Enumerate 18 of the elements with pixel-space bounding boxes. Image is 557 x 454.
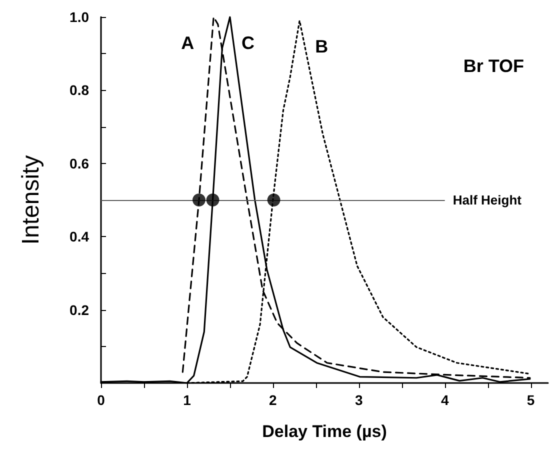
y-tick-label: 0.6: [70, 155, 90, 172]
x-tick-label: 2: [269, 392, 278, 408]
x-tick-label: 5: [526, 392, 535, 408]
y-tick-label: 0.4: [70, 228, 90, 245]
x-axis-title: Delay Time (µs): [262, 422, 387, 441]
ref-line-label: Half Height: [452, 192, 522, 208]
x-tick-label: 0: [97, 392, 106, 408]
y-tick-label: 0.2: [70, 302, 90, 318]
series-label: B: [315, 36, 328, 57]
y-tick-label: 0.8: [70, 82, 90, 98]
series-label: C: [241, 33, 254, 53]
x-tick-label: 4: [440, 392, 449, 408]
x-tick-label: 3: [354, 392, 363, 408]
text: Br TOF: [463, 56, 524, 76]
x-tick-label: 1: [183, 392, 192, 408]
y-tick-label: 1.0: [70, 9, 90, 25]
series-label: A: [181, 33, 194, 53]
y-axis-title: Intensity: [18, 155, 44, 245]
